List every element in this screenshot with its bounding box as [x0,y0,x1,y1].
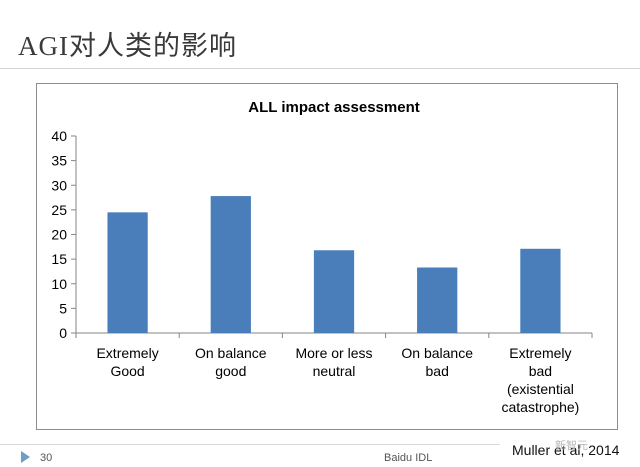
bar [107,212,148,333]
y-tick-label: 40 [51,128,67,144]
citation: Muller et al, 2014 [512,442,620,458]
chart-frame: ALL impact assessment 0 5 10 15 20 25 30 35 40 Ext… [36,83,618,430]
y-tick-label: 5 [59,300,67,316]
y-tick-label: 20 [51,227,67,243]
bar [313,250,355,333]
x-tick-label: On balance bad [401,345,473,379]
slide-title: AGI对人类的影响 [18,31,237,61]
y-tick-label: 25 [51,202,67,218]
footer-text: Baidu IDL [384,452,433,464]
x-tick-label: Extremely Good [96,345,158,379]
bar-chart: ALL impact assessment 0 5 10 15 20 25 30 35 40 Ext… [51,99,593,415]
title-divider [0,68,640,69]
chart-title: ALL impact assessment [248,99,419,116]
slide-marker-icon [21,451,30,463]
y-tick-label: 30 [51,177,67,193]
y-tick-label: 10 [51,276,67,292]
bar [417,267,458,333]
y-tick-label: 15 [51,251,67,267]
x-tick-label: More or less neutral [295,345,372,379]
page-number: 30 [40,452,53,464]
y-tick-label: 35 [51,153,67,169]
watermark: 新智元 [555,440,588,452]
bar [210,196,251,333]
bar [520,248,561,333]
footer-divider [0,444,500,445]
y-tick-label: 0 [59,325,67,341]
x-tick-label: Extremely bad (existential catastrophe) [501,345,579,415]
x-tick-label: On balance good [195,345,267,379]
